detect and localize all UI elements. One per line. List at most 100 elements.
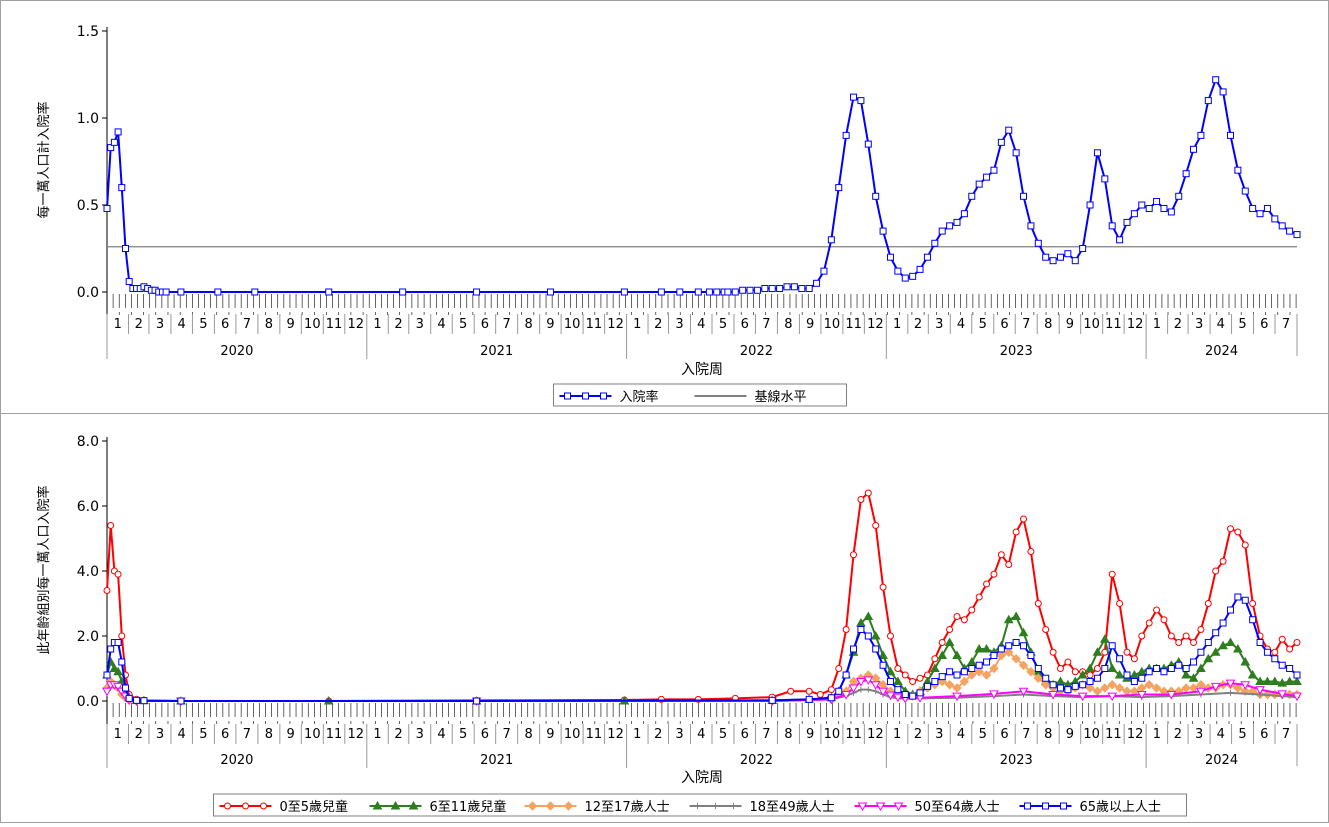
- data-point: [1049, 681, 1057, 689]
- legend-marker: [875, 802, 886, 812]
- year-tick-label: 2022: [740, 753, 773, 768]
- month-tick-label: 12: [1127, 727, 1144, 742]
- year-tick-label: 2022: [740, 344, 773, 359]
- data-point: [1277, 678, 1288, 687]
- data-point: [886, 678, 894, 685]
- series-line: [106, 77, 1298, 293]
- data-point: [1123, 671, 1131, 679]
- data-point: [1227, 689, 1234, 696]
- month-tick-label: 9: [806, 317, 814, 332]
- data-point: [103, 587, 111, 594]
- data-point: [850, 93, 858, 101]
- data-point: [865, 686, 872, 693]
- data-point: [705, 288, 713, 296]
- data-point: [113, 682, 123, 692]
- legend-label: 0至5歲兒童: [280, 799, 349, 815]
- month-tick-label: 7: [1022, 317, 1030, 332]
- data-point: [997, 138, 1005, 146]
- data-point: [981, 670, 992, 680]
- data-point: [1107, 663, 1118, 672]
- data-point: [1011, 611, 1021, 620]
- legend-marker: [600, 392, 607, 400]
- data-point: [885, 691, 896, 701]
- year-tick-label: 2021: [480, 753, 513, 768]
- data-point: [1079, 681, 1087, 689]
- data-point: [879, 583, 887, 591]
- data-point: [1256, 210, 1264, 218]
- month-tick-label: 12: [867, 317, 884, 332]
- legend-marker: [712, 803, 719, 809]
- legend-marker: [1042, 802, 1049, 810]
- month-tick-label: 7: [762, 727, 770, 742]
- data-point: [894, 267, 902, 275]
- data-point: [1219, 619, 1227, 627]
- data-point: [1196, 687, 1206, 697]
- legend-marker: [224, 802, 231, 810]
- month-tick-label: 3: [1195, 727, 1203, 742]
- data-point: [864, 632, 872, 640]
- month-tick-label: 1: [114, 317, 122, 332]
- data-point: [1108, 222, 1116, 230]
- data-point: [931, 239, 939, 247]
- month-tick-label: 7: [243, 317, 251, 332]
- data-point: [953, 218, 961, 226]
- data-point: [783, 283, 791, 291]
- data-point: [1116, 236, 1124, 244]
- data-point: [790, 283, 798, 291]
- legend-marker: [730, 803, 737, 809]
- month-tick-label: 3: [416, 317, 424, 332]
- data-point: [214, 288, 222, 296]
- data-point: [879, 661, 887, 669]
- data-point: [813, 279, 821, 287]
- month-tick-label: 6: [741, 317, 749, 332]
- month-tick-label: 7: [243, 727, 251, 742]
- legend-box: [213, 793, 1187, 817]
- data-point: [916, 265, 924, 273]
- month-tick-label: 4: [697, 317, 705, 332]
- data-point: [1071, 682, 1079, 690]
- data-point: [1012, 149, 1020, 157]
- month-tick-label: 2: [654, 727, 662, 742]
- data-point: [1099, 634, 1110, 643]
- month-tick-label: 11: [845, 317, 862, 332]
- data-point: [1234, 166, 1242, 174]
- data-point: [1042, 674, 1050, 682]
- data-point: [1137, 683, 1147, 693]
- data-point: [997, 645, 1005, 653]
- data-point: [676, 288, 684, 296]
- data-point: [923, 682, 931, 690]
- month-tick-label: 11: [326, 727, 343, 742]
- data-point: [1020, 515, 1028, 523]
- data-point: [816, 691, 824, 698]
- month-tick-label: 10: [564, 317, 581, 332]
- month-tick-label: 4: [957, 727, 965, 742]
- data-point: [1056, 665, 1064, 672]
- legend-marker: [857, 802, 868, 812]
- data-point: [1145, 204, 1153, 212]
- month-tick-label: 9: [1066, 317, 1074, 332]
- data-point: [1116, 655, 1124, 663]
- data-point: [893, 693, 903, 703]
- data-point: [835, 687, 843, 695]
- data-point: [1005, 126, 1013, 134]
- legend-marker: [545, 801, 556, 811]
- month-tick-label: 11: [586, 727, 603, 742]
- y-tick-label: 0.5: [77, 198, 99, 214]
- data-point: [1234, 528, 1242, 536]
- series-line: [106, 491, 1298, 702]
- data-point: [1167, 208, 1175, 216]
- data-point: [1092, 686, 1103, 696]
- data-point: [1218, 640, 1228, 650]
- month-tick-label: 5: [979, 317, 987, 332]
- data-point: [996, 650, 1007, 661]
- legend-label: 65歲以上人士: [1080, 800, 1162, 815]
- data-point: [1263, 204, 1271, 212]
- data-point: [857, 97, 865, 105]
- month-tick-label: 3: [935, 317, 943, 332]
- data-point: [121, 245, 129, 252]
- month-tick-label: 1: [633, 317, 641, 332]
- month-tick-label: 5: [199, 317, 207, 332]
- data-point: [1160, 616, 1168, 624]
- legend-marker: [260, 802, 267, 810]
